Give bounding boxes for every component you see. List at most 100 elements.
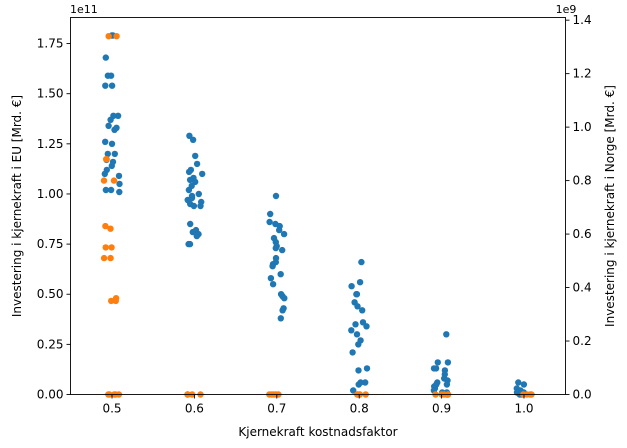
data-point-eu xyxy=(267,210,274,218)
data-point-eu xyxy=(443,331,450,338)
data-point-eu xyxy=(434,359,441,366)
data-point-norge xyxy=(110,177,118,184)
data-point-eu xyxy=(349,349,356,356)
data-point-eu xyxy=(104,150,112,158)
left-y-tick-label: 1.75 xyxy=(37,37,64,51)
left-y-tick-label: 1.25 xyxy=(37,137,64,151)
data-point-eu xyxy=(279,307,286,314)
data-point-eu xyxy=(358,258,365,266)
data-point-eu xyxy=(352,321,359,328)
data-point-eu xyxy=(102,54,110,61)
left-y-tick-label: 1.50 xyxy=(37,87,64,101)
data-point-eu xyxy=(189,136,197,143)
data-point-eu xyxy=(199,170,206,178)
data-point-eu xyxy=(116,180,123,188)
data-point-eu xyxy=(277,315,284,322)
left-y-axis: 0.00 0.25 0.50 0.75 1.00 1.25 1.50 1.75 xyxy=(37,37,71,402)
data-point-eu xyxy=(348,283,355,290)
right-y-tick-label: 1.2 xyxy=(573,67,592,81)
data-point-eu xyxy=(185,168,193,176)
data-point-eu xyxy=(348,327,355,334)
x-tick-label: 0.9 xyxy=(432,402,451,416)
data-point-eu xyxy=(107,186,115,194)
data-point-eu xyxy=(515,379,522,386)
right-y-tick-label: 1.0 xyxy=(573,120,592,134)
x-axis-label: Kjernekraft kostnadsfaktor xyxy=(238,425,397,439)
data-point-eu xyxy=(269,281,277,288)
data-point-eu xyxy=(111,150,119,158)
data-point-eu xyxy=(272,244,279,252)
data-point-eu xyxy=(355,367,362,374)
data-point-eu xyxy=(186,176,194,184)
right-offset-label: 1e9 xyxy=(556,3,577,16)
left-y-tick-label: 0.00 xyxy=(37,388,64,402)
data-point-eu xyxy=(277,271,284,278)
data-point-eu xyxy=(362,379,369,386)
data-point-eu xyxy=(108,140,116,147)
data-point-eu xyxy=(276,226,283,234)
data-point-eu xyxy=(353,291,361,298)
x-axis: 0.5 0.6 0.7 0.8 0.9 1.0 xyxy=(102,394,534,416)
data-point-eu xyxy=(269,263,276,270)
right-y-tick-label: 0.6 xyxy=(573,227,592,241)
right-y-axis-label: Investering i kjernekraft i Norge [Mrd. … xyxy=(603,85,617,327)
data-point-eu xyxy=(116,188,123,196)
data-point-eu xyxy=(281,295,288,302)
data-point-eu xyxy=(267,275,275,282)
x-tick-label: 0.6 xyxy=(185,402,204,416)
data-point-eu xyxy=(108,82,116,89)
data-point-eu xyxy=(197,202,204,210)
data-point-eu xyxy=(359,307,366,314)
data-point-eu xyxy=(102,186,110,194)
left-offset-label: 1e11 xyxy=(70,3,98,16)
data-point-eu xyxy=(111,126,118,133)
data-point-eu xyxy=(107,72,115,79)
data-point-eu xyxy=(444,359,452,366)
data-point-eu xyxy=(363,323,370,330)
data-point-eu xyxy=(280,230,288,238)
data-point-eu xyxy=(193,232,200,240)
data-point-eu xyxy=(266,218,273,226)
left-y-tick-label: 0.50 xyxy=(37,287,64,301)
left-y-tick-label: 1.00 xyxy=(37,187,64,201)
left-y-tick-label: 0.75 xyxy=(37,237,64,251)
data-point-eu xyxy=(107,116,114,124)
data-point-eu xyxy=(354,303,361,310)
data-point-eu xyxy=(350,387,357,394)
right-y-tick-label: 0.4 xyxy=(573,281,592,295)
data-point-eu xyxy=(185,186,193,194)
data-point-norge xyxy=(113,33,120,40)
data-point-eu xyxy=(272,192,280,200)
data-point-norge xyxy=(102,222,109,230)
data-point-eu xyxy=(520,381,528,388)
data-point-norge xyxy=(105,33,112,40)
data-point-norge xyxy=(107,225,114,232)
data-point-eu xyxy=(189,228,196,236)
data-point-norge xyxy=(103,156,110,163)
x-tick-label: 1.0 xyxy=(514,402,533,416)
data-point-norge xyxy=(112,297,120,305)
data-point-eu xyxy=(190,202,198,210)
data-point-eu xyxy=(193,160,201,168)
data-point-eu xyxy=(192,152,199,160)
x-tick-label: 0.7 xyxy=(267,402,286,416)
left-y-axis-label: Investering i kjernekraft i EU [Mrd. €] xyxy=(10,95,24,317)
right-y-axis: 0.0 0.2 0.4 0.6 0.8 1.0 1.2 1.4 xyxy=(565,13,592,402)
data-point-eu xyxy=(105,122,112,129)
data-point-eu xyxy=(432,365,440,372)
right-y-tick-label: 0.2 xyxy=(573,334,592,348)
data-point-norge xyxy=(108,244,115,251)
data-point-eu xyxy=(102,82,109,89)
right-y-tick-label: 0.8 xyxy=(573,174,592,188)
x-tick-label: 0.5 xyxy=(102,402,121,416)
data-point-norge xyxy=(107,254,114,262)
right-y-tick-label: 0.0 xyxy=(573,388,592,402)
data-point-eu xyxy=(108,162,116,170)
data-point-eu xyxy=(353,331,361,338)
data-point-eu xyxy=(101,170,109,178)
plot-frame xyxy=(70,17,566,395)
data-point-eu xyxy=(186,240,194,248)
data-point-eu xyxy=(195,190,202,198)
data-point-eu xyxy=(363,365,371,372)
